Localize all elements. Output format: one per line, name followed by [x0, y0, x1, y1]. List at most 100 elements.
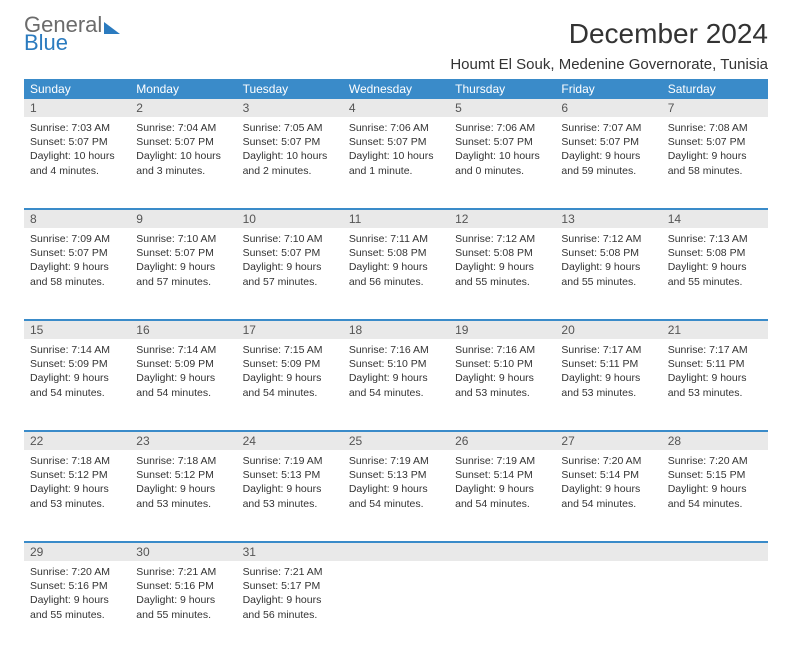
- sunset-text: Sunset: 5:08 PM: [561, 246, 655, 260]
- day-number: 7: [662, 99, 768, 117]
- day1-text: Daylight: 9 hours: [561, 149, 655, 163]
- day2-text: and 54 minutes.: [349, 497, 443, 511]
- day1-text: Daylight: 9 hours: [243, 260, 337, 274]
- sunset-text: Sunset: 5:15 PM: [668, 468, 762, 482]
- day-cell: Sunrise: 7:15 AMSunset: 5:09 PMDaylight:…: [237, 339, 343, 431]
- day-header: Saturday: [662, 79, 768, 99]
- day1-text: Daylight: 9 hours: [136, 593, 230, 607]
- day-number: 9: [130, 209, 236, 228]
- sunrise-text: Sunrise: 7:20 AM: [561, 454, 655, 468]
- day2-text: and 58 minutes.: [30, 275, 124, 289]
- day-cell: Sunrise: 7:18 AMSunset: 5:12 PMDaylight:…: [130, 450, 236, 542]
- day1-text: Daylight: 9 hours: [668, 482, 762, 496]
- day2-text: and 54 minutes.: [561, 497, 655, 511]
- sunset-text: Sunset: 5:12 PM: [136, 468, 230, 482]
- day-cell: Sunrise: 7:03 AMSunset: 5:07 PMDaylight:…: [24, 117, 130, 209]
- sunrise-text: Sunrise: 7:21 AM: [243, 565, 337, 579]
- sunrise-text: Sunrise: 7:19 AM: [349, 454, 443, 468]
- day-cell: Sunrise: 7:07 AMSunset: 5:07 PMDaylight:…: [555, 117, 661, 209]
- day1-text: Daylight: 10 hours: [455, 149, 549, 163]
- sunset-text: Sunset: 5:07 PM: [136, 135, 230, 149]
- sunrise-text: Sunrise: 7:11 AM: [349, 232, 443, 246]
- sunrise-text: Sunrise: 7:05 AM: [243, 121, 337, 135]
- day2-text: and 54 minutes.: [136, 386, 230, 400]
- sunrise-text: Sunrise: 7:18 AM: [30, 454, 124, 468]
- day1-text: Daylight: 9 hours: [455, 371, 549, 385]
- sunset-text: Sunset: 5:09 PM: [243, 357, 337, 371]
- day-cell: Sunrise: 7:10 AMSunset: 5:07 PMDaylight:…: [237, 228, 343, 320]
- day-number: 18: [343, 320, 449, 339]
- sunset-text: Sunset: 5:16 PM: [30, 579, 124, 593]
- sunset-text: Sunset: 5:08 PM: [455, 246, 549, 260]
- sunrise-text: Sunrise: 7:20 AM: [30, 565, 124, 579]
- day-number-row: 293031: [24, 542, 768, 561]
- day-number: 3: [237, 99, 343, 117]
- day-cell: Sunrise: 7:12 AMSunset: 5:08 PMDaylight:…: [555, 228, 661, 320]
- location-subtitle: Houmt El Souk, Medenine Governorate, Tun…: [24, 56, 768, 73]
- day-number: 5: [449, 99, 555, 117]
- sunrise-text: Sunrise: 7:09 AM: [30, 232, 124, 246]
- day2-text: and 55 minutes.: [136, 608, 230, 622]
- day-number: [555, 542, 661, 561]
- sunrise-text: Sunrise: 7:21 AM: [136, 565, 230, 579]
- sunset-text: Sunset: 5:07 PM: [243, 135, 337, 149]
- sunrise-text: Sunrise: 7:14 AM: [30, 343, 124, 357]
- day-cell: Sunrise: 7:20 AMSunset: 5:15 PMDaylight:…: [662, 450, 768, 542]
- sunset-text: Sunset: 5:13 PM: [243, 468, 337, 482]
- sunrise-text: Sunrise: 7:12 AM: [561, 232, 655, 246]
- sunrise-text: Sunrise: 7:14 AM: [136, 343, 230, 357]
- sunset-text: Sunset: 5:07 PM: [561, 135, 655, 149]
- day-cell: Sunrise: 7:09 AMSunset: 5:07 PMDaylight:…: [24, 228, 130, 320]
- sunset-text: Sunset: 5:11 PM: [561, 357, 655, 371]
- sunset-text: Sunset: 5:09 PM: [30, 357, 124, 371]
- page-title: December 2024: [569, 18, 768, 50]
- day-cell: [555, 561, 661, 653]
- day2-text: and 53 minutes.: [668, 386, 762, 400]
- day2-text: and 55 minutes.: [561, 275, 655, 289]
- sunset-text: Sunset: 5:07 PM: [455, 135, 549, 149]
- day2-text: and 58 minutes.: [668, 164, 762, 178]
- sunrise-text: Sunrise: 7:18 AM: [136, 454, 230, 468]
- day1-text: Daylight: 9 hours: [136, 371, 230, 385]
- day-number: 8: [24, 209, 130, 228]
- sunset-text: Sunset: 5:07 PM: [243, 246, 337, 260]
- day-cell: Sunrise: 7:14 AMSunset: 5:09 PMDaylight:…: [130, 339, 236, 431]
- sunset-text: Sunset: 5:14 PM: [561, 468, 655, 482]
- day1-text: Daylight: 9 hours: [243, 482, 337, 496]
- day-cell: Sunrise: 7:17 AMSunset: 5:11 PMDaylight:…: [662, 339, 768, 431]
- day-content-row: Sunrise: 7:18 AMSunset: 5:12 PMDaylight:…: [24, 450, 768, 542]
- sunrise-text: Sunrise: 7:10 AM: [243, 232, 337, 246]
- day1-text: Daylight: 9 hours: [349, 260, 443, 274]
- day-cell: Sunrise: 7:06 AMSunset: 5:07 PMDaylight:…: [343, 117, 449, 209]
- day-number: 21: [662, 320, 768, 339]
- sunset-text: Sunset: 5:07 PM: [136, 246, 230, 260]
- day1-text: Daylight: 9 hours: [561, 482, 655, 496]
- day-number: 27: [555, 431, 661, 450]
- sunrise-text: Sunrise: 7:13 AM: [668, 232, 762, 246]
- day1-text: Daylight: 10 hours: [349, 149, 443, 163]
- day-cell: [343, 561, 449, 653]
- day-number: 16: [130, 320, 236, 339]
- day2-text: and 53 minutes.: [136, 497, 230, 511]
- day-number: [662, 542, 768, 561]
- sunset-text: Sunset: 5:09 PM: [136, 357, 230, 371]
- day-cell: Sunrise: 7:19 AMSunset: 5:13 PMDaylight:…: [343, 450, 449, 542]
- day1-text: Daylight: 9 hours: [349, 482, 443, 496]
- day-cell: Sunrise: 7:21 AMSunset: 5:17 PMDaylight:…: [237, 561, 343, 653]
- day-cell: Sunrise: 7:18 AMSunset: 5:12 PMDaylight:…: [24, 450, 130, 542]
- sunrise-text: Sunrise: 7:10 AM: [136, 232, 230, 246]
- day-number: 20: [555, 320, 661, 339]
- day-number-row: 15161718192021: [24, 320, 768, 339]
- day-number: 24: [237, 431, 343, 450]
- day-number: 31: [237, 542, 343, 561]
- day2-text: and 53 minutes.: [561, 386, 655, 400]
- day-cell: Sunrise: 7:12 AMSunset: 5:08 PMDaylight:…: [449, 228, 555, 320]
- day-number-row: 1234567: [24, 99, 768, 117]
- day-cell: Sunrise: 7:20 AMSunset: 5:16 PMDaylight:…: [24, 561, 130, 653]
- day-number: 12: [449, 209, 555, 228]
- day-cell: Sunrise: 7:16 AMSunset: 5:10 PMDaylight:…: [449, 339, 555, 431]
- sunrise-text: Sunrise: 7:15 AM: [243, 343, 337, 357]
- day-content-row: Sunrise: 7:20 AMSunset: 5:16 PM Daylight:…: [24, 561, 768, 653]
- day1-text: Daylight: 9 hours: [668, 260, 762, 274]
- day-number-row: 22232425262728: [24, 431, 768, 450]
